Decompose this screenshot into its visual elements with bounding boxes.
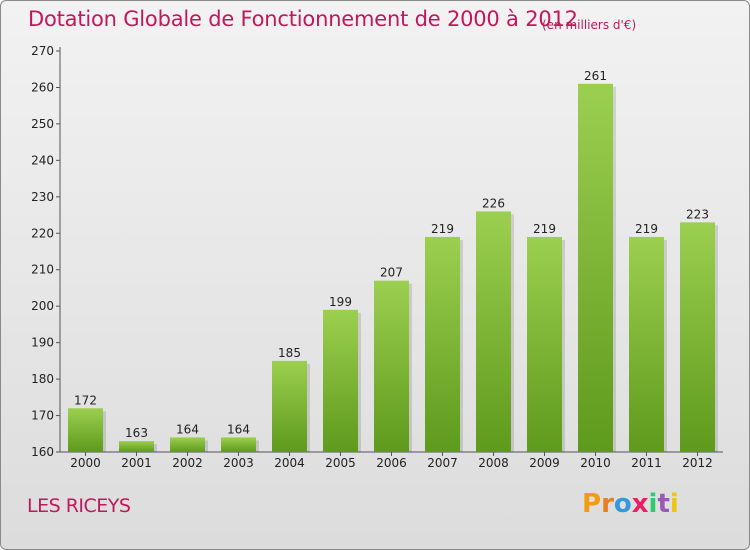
logo-letter: o [613,489,632,519]
logo-letter: x [631,489,649,519]
data-label: 223 [686,207,709,221]
chart-unit: (en milliers d'€) [542,18,637,32]
bar [272,360,307,452]
data-label: 163 [125,426,148,440]
data-label: 219 [635,222,658,236]
y-tick-label: 270 [31,44,54,58]
logo-letter: P [582,489,602,519]
x-tick-label: 2012 [682,456,713,470]
chart-axes: 160 170 180 190 200 210 220 230 240 250 260 270 2000… [31,44,723,470]
bar [629,236,664,452]
data-label: 207 [380,266,403,280]
y-tick-label: 190 [31,336,54,350]
x-tick-label: 2004 [274,456,305,470]
data-label: 219 [533,222,556,236]
y-tick-label: 160 [31,445,54,459]
bar [425,236,460,452]
logo-letter: r [601,489,614,519]
x-tick-label: 2000 [70,456,101,470]
y-tick-label: 210 [31,263,54,277]
x-tick-label: 2009 [529,456,560,470]
bar [119,441,154,452]
x-tick-label: 2005 [325,456,356,470]
bar [476,211,511,452]
y-tick-label: 240 [31,153,54,167]
y-tick-label: 250 [31,117,54,131]
bars-group: 172 163 164 164 185 199 207 219 226 219 261 219 223 [68,69,718,453]
bar [374,280,409,452]
logo-letter: i [669,489,679,519]
bar [578,83,613,453]
y-tick-label: 200 [31,299,54,313]
bar [170,437,205,452]
x-tick-label: 2011 [631,456,662,470]
y-tick-label: 260 [31,80,54,94]
x-tick-label: 2001 [121,456,152,470]
y-tick-label: 220 [31,226,54,240]
bar [680,222,715,452]
proxiti-logo[interactable]: Proxiti [582,489,679,519]
x-tick-label: 2007 [427,456,458,470]
data-label: 261 [584,69,607,83]
logo-letter: i [648,489,658,519]
data-label: 185 [278,346,301,360]
bar [527,236,562,452]
y-tick-label: 230 [31,190,54,204]
chart-title: Dotation Globale de Fonctionnement de 20… [28,7,578,31]
data-label: 199 [329,295,352,309]
commune-name: LES RICEYS [27,495,131,517]
x-tick-label: 2008 [478,456,509,470]
x-tick-label: 2010 [580,456,611,470]
data-label: 172 [74,393,97,407]
bar [221,437,256,452]
y-tick-label: 180 [31,372,54,386]
data-label: 164 [227,422,250,436]
x-tick-label: 2002 [172,456,203,470]
data-label: 164 [176,422,199,436]
logo-letter: t [657,489,670,519]
bar [323,309,358,452]
x-tick-label: 2006 [376,456,407,470]
x-tick-label: 2003 [223,456,254,470]
data-label: 219 [431,222,454,236]
bar [68,408,103,452]
data-label: 226 [482,196,505,210]
y-tick-label: 170 [31,409,54,423]
